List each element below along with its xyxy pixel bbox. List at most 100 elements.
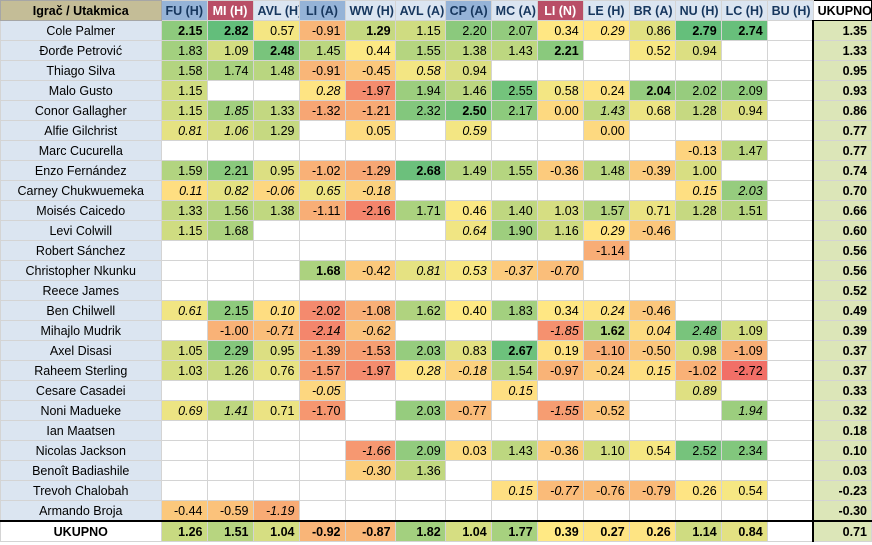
match-average: 1.51 [206, 520, 254, 542]
rating-cell [252, 380, 300, 401]
rating-cell: 0.71 [628, 200, 676, 221]
rating-cell: 1.71 [394, 200, 446, 221]
rating-cell: -1.10 [582, 340, 630, 361]
rating-cell: -0.50 [628, 340, 676, 361]
rating-cell: -2.14 [298, 320, 346, 341]
rating-cell [720, 40, 768, 61]
rating-cell [206, 260, 254, 281]
player-total: 0.49 [812, 300, 872, 321]
rating-cell: 1.62 [582, 320, 630, 341]
rating-cell [298, 120, 346, 141]
rating-cell [628, 380, 676, 401]
match-average: 0.26 [628, 520, 676, 542]
table-row: Ben Chilwell 0.61 2.15 0.10 -2.02 -1.08 1.62 0.… [0, 300, 872, 321]
rating-cell: 0.00 [536, 100, 584, 121]
rating-cell [444, 320, 492, 341]
column-header: LC (H) [720, 0, 768, 21]
rating-cell [628, 260, 676, 281]
rating-cell [766, 200, 814, 221]
rating-cell: -1.14 [582, 240, 630, 261]
player-name: Cesare Casadei [0, 380, 162, 401]
rating-cell [206, 140, 254, 161]
rating-cell: 1.56 [206, 200, 254, 221]
rating-cell: 2.21 [536, 40, 584, 61]
rating-cell [394, 220, 446, 241]
rating-cell [582, 380, 630, 401]
player-name: Robert Sánchez [0, 240, 162, 261]
rating-cell: 0.46 [444, 200, 492, 221]
rating-cell [298, 440, 346, 461]
rating-cell: 1.47 [720, 140, 768, 161]
rating-cell: 2.74 [720, 20, 768, 41]
rating-cell: -2.02 [298, 300, 346, 321]
rating-cell [628, 420, 676, 441]
rating-cell: 0.29 [582, 20, 630, 41]
rating-cell: 2.50 [444, 100, 492, 121]
rating-cell [490, 500, 538, 522]
rating-cell [536, 500, 584, 522]
rating-cell: 1.48 [252, 60, 300, 81]
match-average: 0.84 [720, 520, 768, 542]
rating-cell [206, 240, 254, 261]
player-name: Nicolas Jackson [0, 440, 162, 461]
rating-cell: 1.68 [298, 260, 346, 281]
rating-cell [582, 40, 630, 61]
rating-cell [766, 500, 814, 522]
rating-cell [344, 420, 396, 441]
rating-cell: 2.34 [720, 440, 768, 461]
rating-cell [766, 260, 814, 281]
rating-cell [766, 120, 814, 141]
rating-cell: 0.81 [394, 260, 446, 281]
rating-cell [344, 140, 396, 161]
rating-cell: 0.61 [160, 300, 208, 321]
player-total: 0.52 [812, 280, 872, 301]
rating-cell [252, 280, 300, 301]
player-total: 1.33 [812, 40, 872, 61]
rating-cell [344, 220, 396, 241]
rating-cell: 0.28 [298, 80, 346, 101]
rating-cell: -0.24 [582, 360, 630, 381]
header-row: Igrač / Utakmica FU (H) MI (H) AVL (H) L… [0, 0, 872, 21]
rating-cell [394, 240, 446, 261]
rating-cell [444, 460, 492, 481]
rating-cell [490, 420, 538, 441]
rating-cell [394, 320, 446, 341]
rating-cell [536, 140, 584, 161]
rating-cell: 1.10 [582, 440, 630, 461]
player-name: Thiago Silva [0, 60, 162, 81]
rating-cell: 0.94 [674, 40, 722, 61]
rating-cell [394, 280, 446, 301]
rating-cell [674, 500, 722, 522]
rating-cell: -0.36 [536, 160, 584, 181]
rating-cell: 1.83 [490, 300, 538, 321]
match-average: 1.04 [252, 520, 300, 542]
rating-cell: 1.54 [490, 360, 538, 381]
rating-cell [674, 400, 722, 421]
rating-cell: -2.16 [344, 200, 396, 221]
rating-cell: -1.66 [344, 440, 396, 461]
rating-cell [252, 240, 300, 261]
player-total: 0.39 [812, 320, 872, 341]
rating-cell [344, 400, 396, 421]
rating-cell: 2.67 [490, 340, 538, 361]
rating-cell [766, 160, 814, 181]
rating-cell: 2.03 [394, 340, 446, 361]
match-average [766, 520, 814, 542]
rating-cell [490, 240, 538, 261]
rating-cell: -1.57 [298, 360, 346, 381]
rating-cell [298, 460, 346, 481]
rating-cell [720, 120, 768, 141]
rating-cell [206, 420, 254, 441]
player-total: 0.77 [812, 140, 872, 161]
rating-cell: -0.71 [252, 320, 300, 341]
rating-cell [536, 420, 584, 441]
table-row: Moisés Caicedo 1.33 1.56 1.38 -1.11 -2.16 1.71… [0, 200, 872, 221]
player-total: -0.23 [812, 480, 872, 501]
rating-cell: 1.90 [490, 220, 538, 241]
rating-cell [298, 500, 346, 522]
table-row: Levi Colwill 1.15 1.68 0.64 1.90 1.16 0.29 -0.4… [0, 220, 872, 241]
rating-cell: -1.09 [720, 340, 768, 361]
rating-cell: -0.45 [344, 60, 396, 81]
rating-cell [444, 180, 492, 201]
column-header: CP (A) [444, 0, 492, 21]
